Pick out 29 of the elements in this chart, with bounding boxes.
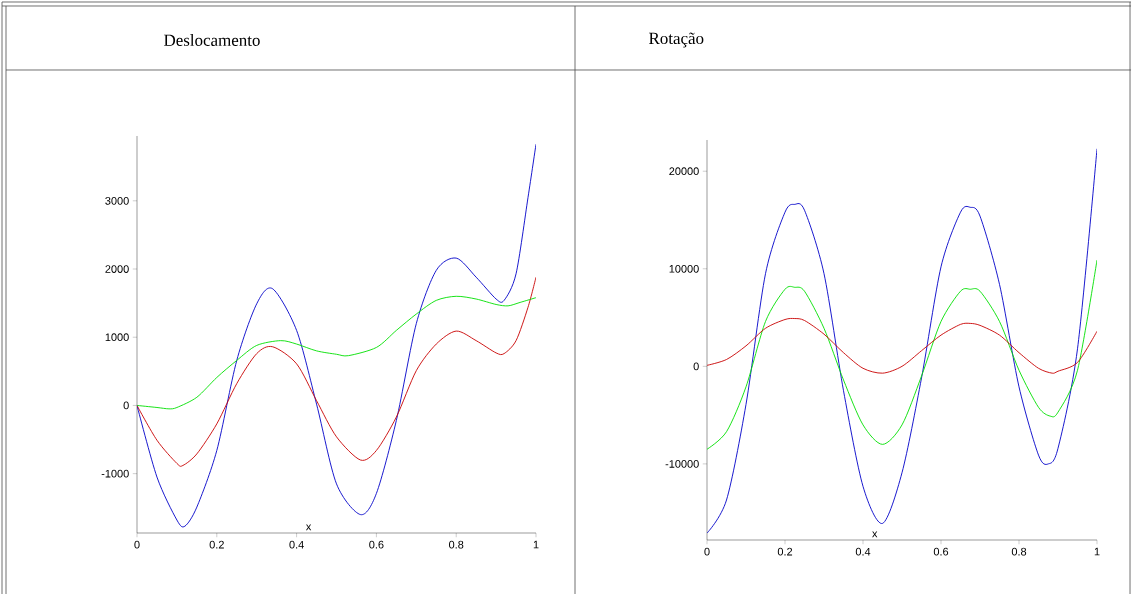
x-tick-label: 1 — [1094, 547, 1100, 556]
y-tick-label: -10000 — [665, 460, 699, 468]
y-tick-label: 10000 — [669, 264, 699, 273]
x-axis-title: x — [872, 531, 878, 538]
line-series — [707, 259, 1098, 450]
x-tick-label: 0.4 — [855, 547, 871, 556]
line-series — [137, 295, 536, 410]
chart-title: Rotação — [649, 32, 704, 48]
x-tick-label: 0.6 — [933, 547, 949, 556]
y-tick-label: 0 — [123, 401, 129, 410]
x-tick-label: 0.2 — [777, 547, 793, 556]
x-tick-label: 0 — [704, 547, 710, 556]
x-tick-label: 0.4 — [289, 540, 304, 549]
y-tick-label: 2000 — [105, 265, 129, 273]
y-tick-label: 0 — [693, 362, 699, 371]
x-tick-label: 0.8 — [1011, 547, 1027, 556]
line-series — [137, 276, 536, 466]
x-tick-label: 1 — [533, 540, 539, 549]
x-tick-label: 0.8 — [449, 540, 464, 549]
y-tick-label: 1000 — [105, 333, 129, 342]
y-tick-label: 20000 — [669, 167, 699, 176]
x-tick-label: 0 — [134, 540, 140, 549]
chart-title: Deslocamento — [164, 34, 260, 46]
line-series — [707, 317, 1098, 374]
y-tick-label: -1000 — [101, 469, 129, 478]
x-tick-label: 0.6 — [369, 540, 384, 549]
x-axis-title: x — [305, 524, 312, 531]
x-tick-label: 0.2 — [209, 540, 224, 549]
y-tick-label: 3000 — [105, 196, 129, 205]
